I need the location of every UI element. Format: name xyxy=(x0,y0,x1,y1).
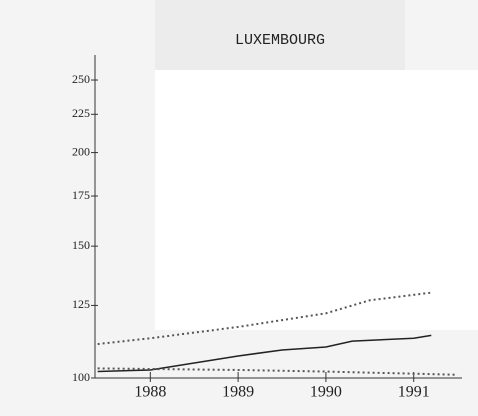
y-tick-label: 250 xyxy=(72,72,90,86)
x-tick-label: 1988 xyxy=(134,384,166,401)
x-tick-label: 1990 xyxy=(310,384,342,401)
panel xyxy=(155,70,478,330)
line xyxy=(97,291,432,346)
line xyxy=(97,334,432,373)
panel xyxy=(155,0,405,70)
y-tick-label: 100 xyxy=(72,370,90,384)
x-tick-label: 1989 xyxy=(222,384,254,401)
y-tick-label: 175 xyxy=(72,188,90,202)
x-tick-label: 1991 xyxy=(398,384,430,401)
y-tick-label: 200 xyxy=(72,144,90,158)
y-tick-label: 225 xyxy=(72,106,90,120)
chart-title: LUXEMBOURG xyxy=(235,32,325,49)
y-tick-label: 125 xyxy=(72,297,90,311)
line xyxy=(97,367,458,376)
y-tick-label: 150 xyxy=(72,238,90,252)
